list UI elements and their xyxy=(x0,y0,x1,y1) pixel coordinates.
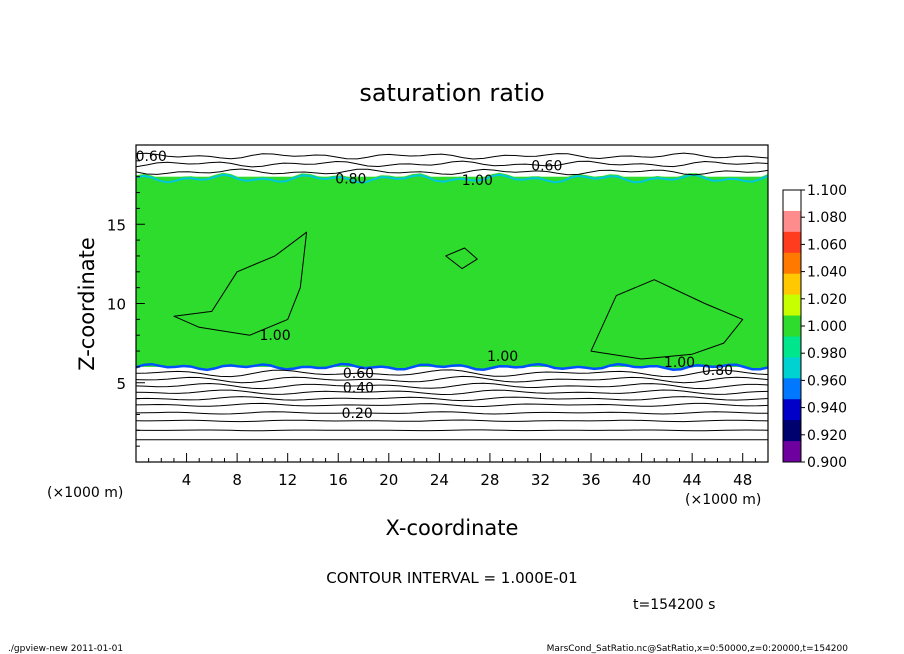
contour-line xyxy=(173,231,308,336)
contour-line xyxy=(135,382,769,390)
y-axis-ticks: 5 10 15 xyxy=(107,160,145,447)
y-axis-unit: (×1000 m) xyxy=(47,485,123,501)
colorbar-segment xyxy=(783,273,801,296)
contour-label: 1.00 xyxy=(664,355,695,371)
colorbar-label: 1.020 xyxy=(807,292,847,308)
footer-right: MarsCond_SatRatio.nc@SatRatio,x=0:50000,… xyxy=(547,644,849,654)
contour-label: 0.80 xyxy=(702,363,733,379)
colorbar-segment xyxy=(783,441,801,463)
footer-left: ./gpview-new 2011-01-01 xyxy=(8,644,123,654)
contour-line xyxy=(135,375,769,384)
contour-line xyxy=(135,152,769,160)
x-axis-ticks: 4 8 12 16 20 24 28 32 36 40 44 48 xyxy=(148,453,756,489)
contour-label: 0.60 xyxy=(531,159,562,175)
contour-label: 0.60 xyxy=(343,366,374,382)
x-tick-label: 24 xyxy=(430,471,449,489)
contour-interval-text: CONTOUR INTERVAL = 1.000E-01 xyxy=(326,569,577,587)
colorbar-segment xyxy=(783,378,801,400)
contour-label: 0.20 xyxy=(342,406,373,422)
contour-labels: 0.600.600.80 1.001.001.00 1.00 0.800.600.40… xyxy=(136,149,733,422)
contour-line xyxy=(135,419,769,423)
x-tick-label: 8 xyxy=(232,471,242,489)
colorbar-label: 1.100 xyxy=(807,183,847,199)
x-tick-label: 40 xyxy=(632,471,651,489)
x-tick-label: 48 xyxy=(733,471,752,489)
y-axis-label: Z-coordinate xyxy=(75,237,99,371)
colorbar-segment xyxy=(783,399,801,421)
colorbar-segment xyxy=(783,231,801,254)
colorbar-segment xyxy=(783,294,801,317)
colorbar-label: 0.940 xyxy=(807,401,847,417)
colorbar-label: 1.000 xyxy=(807,319,847,335)
contour-line xyxy=(135,168,769,176)
colorbar-segment xyxy=(783,252,801,275)
contour-label: 1.00 xyxy=(487,349,518,365)
colorbar-label: 0.960 xyxy=(807,373,847,389)
colorbar-label: 1.040 xyxy=(807,265,847,281)
contour-lines xyxy=(135,152,769,441)
colorbar-segment xyxy=(783,420,801,442)
contour-label: 1.00 xyxy=(462,173,493,189)
x-axis-label: X-coordinate xyxy=(386,516,519,540)
y-tick-label: 10 xyxy=(107,296,126,314)
contour-line xyxy=(445,247,478,270)
colorbar: 1.100 1.080 1.060 1.040 1.020 1.000 0.980 0.960… xyxy=(782,183,847,471)
contour-label: 0.80 xyxy=(335,171,366,187)
contour-line xyxy=(135,396,769,402)
contour-line xyxy=(135,389,769,396)
x-tick-label: 4 xyxy=(182,471,192,489)
chart-title: saturation ratio xyxy=(359,79,544,107)
x-tick-label: 16 xyxy=(329,471,348,489)
contour-line xyxy=(135,160,769,168)
x-tick-label: 12 xyxy=(278,471,297,489)
saturated-region-top-edge xyxy=(136,172,768,183)
colorbar-segment xyxy=(783,315,801,337)
contour-label: 0.60 xyxy=(136,149,167,165)
colorbar-segment xyxy=(783,336,801,358)
colorbar-label: 1.080 xyxy=(807,210,847,226)
colorbar-segment xyxy=(783,210,801,233)
cloud-base-line xyxy=(135,362,769,372)
contour-label: 0.40 xyxy=(343,381,374,397)
time-text: t=154200 s xyxy=(633,597,715,613)
x-tick-label: 32 xyxy=(531,471,550,489)
contour-line xyxy=(590,279,744,360)
colorbar-label: 0.900 xyxy=(807,455,847,471)
x-tick-label: 28 xyxy=(480,471,499,489)
contour-line xyxy=(135,411,768,415)
cloud-top-line xyxy=(135,173,769,184)
y-tick-label: 5 xyxy=(116,375,126,393)
plot-area: 0.600.600.80 1.001.001.00 1.00 0.800.600.40… xyxy=(135,144,769,463)
x-tick-label: 44 xyxy=(683,471,702,489)
contour-line xyxy=(135,429,769,432)
x-tick-label: 36 xyxy=(581,471,600,489)
contour-line xyxy=(135,402,769,408)
colorbar-label: 0.920 xyxy=(807,428,847,444)
colorbar-label: 0.980 xyxy=(807,346,847,362)
y-tick-label: 15 xyxy=(107,216,126,234)
contour-label: 1.00 xyxy=(259,328,290,344)
colorbar-segment xyxy=(783,357,801,379)
colorbar-label: 1.060 xyxy=(807,237,847,253)
x-axis-unit: (×1000 m) xyxy=(685,492,761,508)
colorbar-segment xyxy=(783,190,801,212)
saturated-region xyxy=(136,176,768,367)
contour-line xyxy=(135,369,769,378)
x-tick-label: 20 xyxy=(379,471,398,489)
